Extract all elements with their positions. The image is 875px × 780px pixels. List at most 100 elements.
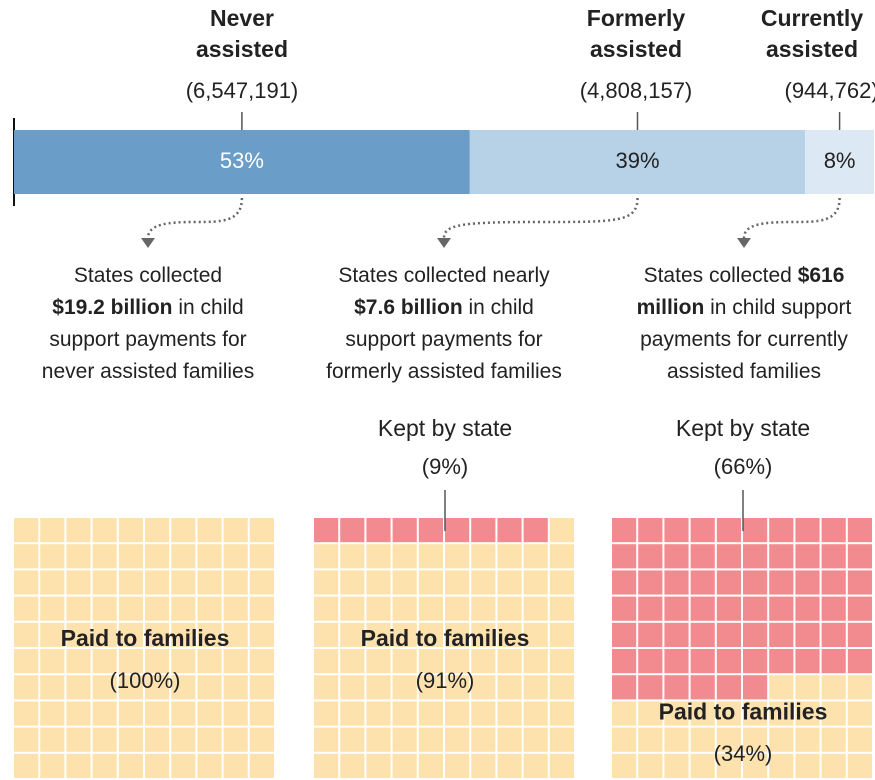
waffle-cell	[249, 675, 274, 700]
segment-value: (34%)	[714, 741, 773, 766]
waffle-cell	[795, 518, 820, 543]
series-name: assisted	[196, 36, 288, 62]
note-run: formerly assisted families	[326, 360, 562, 383]
waffle-cell	[471, 596, 496, 621]
waffle-cell	[821, 675, 846, 700]
waffle-cell	[14, 727, 39, 752]
waffle-cell	[118, 753, 143, 778]
waffle-cell	[118, 518, 143, 543]
waffle-cell	[418, 727, 443, 752]
waffle-cell	[197, 544, 222, 569]
waffle-cell	[664, 570, 689, 595]
note-run: payments for currently	[640, 328, 848, 351]
waffle-cell	[66, 622, 91, 647]
waffle-cell	[847, 727, 872, 752]
waffle-cell	[223, 753, 248, 778]
waffle-cell	[769, 727, 794, 752]
note-run: in child	[463, 296, 534, 319]
waffle-cell	[690, 622, 715, 647]
waffle-cell	[392, 727, 417, 752]
waffle-cell	[743, 570, 768, 595]
waffle-cell	[392, 675, 417, 700]
waffle-cell	[145, 570, 170, 595]
waffle-cell	[366, 596, 391, 621]
waffle-cell	[314, 570, 339, 595]
note-run: States collected	[644, 264, 798, 287]
waffle-cell	[223, 622, 248, 647]
waffle-cell	[497, 622, 522, 647]
note-line: never assisted families	[42, 360, 254, 383]
waffle-cell	[795, 753, 820, 778]
waffle-cell	[314, 727, 339, 752]
waffle-cell	[612, 518, 637, 543]
waffle-cell	[445, 675, 470, 700]
waffle-cell	[821, 727, 846, 752]
waffle-cell	[40, 518, 65, 543]
segment-value: (100%)	[110, 668, 181, 693]
waffle-cell	[66, 570, 91, 595]
waffle-cell	[66, 649, 91, 674]
waffle-cell	[612, 675, 637, 700]
waffle-cell	[549, 727, 574, 752]
waffle-cell	[743, 753, 768, 778]
waffle-cell	[664, 675, 689, 700]
waffle-cell	[418, 753, 443, 778]
waffle-cell	[497, 544, 522, 569]
waffle-cell	[612, 622, 637, 647]
waffle-cell	[445, 701, 470, 726]
waffle-cell	[171, 544, 196, 569]
waffle-cell	[40, 727, 65, 752]
waffle-cell	[664, 518, 689, 543]
waffle-cell	[197, 570, 222, 595]
waffle-cell	[795, 544, 820, 569]
waffle-cell	[795, 570, 820, 595]
waffle-cell	[92, 675, 117, 700]
waffle-cell	[14, 570, 39, 595]
waffle-cell	[847, 596, 872, 621]
segment-name: Paid to families	[361, 625, 530, 651]
waffle-cell	[249, 753, 274, 778]
waffle-cell	[314, 753, 339, 778]
waffle-cell	[92, 727, 117, 752]
waffle-cell	[743, 701, 768, 726]
waffle-cell	[612, 753, 637, 778]
waffle-cell	[690, 596, 715, 621]
waffle-cell	[14, 675, 39, 700]
waffle-cell	[471, 701, 496, 726]
waffle-cell	[497, 727, 522, 752]
waffle-cell	[821, 753, 846, 778]
waffle-cell	[118, 544, 143, 569]
waffle-cell	[638, 570, 663, 595]
waffle-cell	[92, 622, 117, 647]
waffle-cell	[66, 518, 91, 543]
waffle-cell	[445, 649, 470, 674]
waffle-cell	[145, 544, 170, 569]
waffle-cell	[314, 675, 339, 700]
waffle-cell	[638, 753, 663, 778]
waffle-cell	[690, 675, 715, 700]
note-line: $7.6 billion in child	[354, 296, 534, 319]
note-line: million in child support	[637, 296, 852, 319]
waffle-cell	[471, 675, 496, 700]
waffle-cell	[795, 596, 820, 621]
waffle-cell	[40, 701, 65, 726]
waffle-cell	[847, 649, 872, 674]
waffle-cell	[418, 544, 443, 569]
waffle-cell	[392, 570, 417, 595]
note-run: support payments for	[49, 328, 246, 351]
note-run: States collected	[74, 264, 222, 287]
waffle-cell	[471, 753, 496, 778]
waffle-cell	[743, 727, 768, 752]
waffle-cell	[612, 701, 637, 726]
waffle-cell	[314, 622, 339, 647]
waffle-cell	[40, 570, 65, 595]
waffle-cell	[471, 649, 496, 674]
waffle-cell	[145, 753, 170, 778]
waffle-cell	[40, 649, 65, 674]
waffle-cell	[249, 544, 274, 569]
waffle-cell	[92, 649, 117, 674]
waffle-cell	[716, 727, 741, 752]
note-line: assisted families	[667, 360, 821, 383]
waffle-cell	[847, 622, 872, 647]
waffle-cell	[418, 596, 443, 621]
